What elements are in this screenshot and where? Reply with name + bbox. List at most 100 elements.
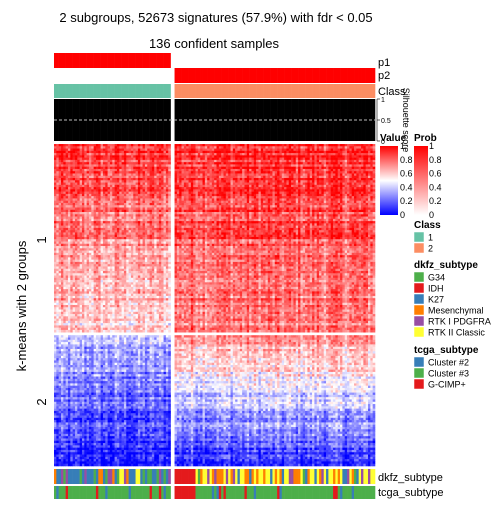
heatmap-cell (133, 183, 136, 186)
heatmap-cell (291, 196, 294, 199)
heatmap-cell (77, 196, 80, 199)
heatmap-cell (312, 214, 315, 217)
class-cell (349, 84, 352, 98)
heatmap-cell (203, 173, 206, 176)
heatmap-cell (279, 203, 282, 206)
heatmap-cell (352, 158, 355, 161)
heatmap-cell (147, 203, 150, 206)
heatmap-cell (117, 194, 120, 197)
heatmap-cell (184, 183, 187, 186)
heatmap-cell (286, 189, 289, 192)
heatmap-cell (230, 176, 233, 179)
heatmap-cell (152, 169, 155, 172)
heatmap-cell (338, 203, 341, 206)
heatmap-cell (223, 198, 226, 201)
heatmap-cell (184, 189, 187, 192)
heatmap-cell (200, 180, 203, 183)
heatmap-cell (105, 210, 108, 213)
heatmap-cell (349, 146, 352, 149)
heatmap-cell (286, 167, 289, 170)
p1-cell (338, 53, 341, 68)
heatmap-cell (219, 173, 222, 176)
heatmap-cell (235, 144, 238, 147)
heatmap-cell (138, 180, 141, 183)
heatmap-cell (340, 167, 343, 170)
heatmap-cell (140, 192, 143, 195)
p1-cell (289, 53, 292, 68)
heatmap-cell (307, 207, 310, 210)
heatmap-cell (91, 196, 94, 199)
heatmap-cell (159, 198, 162, 201)
heatmap-cell (110, 160, 113, 163)
heatmap-cell (94, 164, 97, 167)
heatmap-cell (307, 162, 310, 165)
heatmap-cell (226, 160, 229, 163)
heatmap-cell (319, 185, 322, 188)
heatmap-cell (223, 178, 226, 181)
heatmap-cell (210, 214, 213, 217)
heatmap-cell (159, 210, 162, 213)
silhouette-tick-label: 1 (381, 97, 385, 104)
heatmap-cell (101, 187, 104, 190)
heatmap-cell (56, 169, 59, 172)
p1-cell (240, 53, 243, 68)
heatmap-cell (263, 205, 266, 208)
heatmap-cell (56, 189, 59, 192)
heatmap-cell (258, 180, 261, 183)
heatmap-cell (335, 212, 338, 215)
p1-cell (335, 53, 338, 68)
heatmap-cell (140, 169, 143, 172)
heatmap-cell (98, 210, 101, 213)
heatmap-cell (217, 214, 220, 217)
heatmap-cell (258, 169, 261, 172)
heatmap-cell (286, 173, 289, 176)
heatmap-cell (217, 151, 220, 154)
heatmap-cell (126, 169, 129, 172)
heatmap-cell (122, 196, 125, 199)
heatmap-cell (164, 178, 167, 181)
heatmap-cell (303, 151, 306, 154)
heatmap-cell (207, 176, 210, 179)
heatmap-cell (214, 180, 217, 183)
heatmap-cell (363, 158, 366, 161)
heatmap-cell (291, 176, 294, 179)
heatmap-cell (370, 194, 373, 197)
heatmap-cell (331, 149, 334, 152)
heatmap-cell (286, 212, 289, 215)
heatmap-cell (80, 214, 83, 217)
p1-cell (370, 53, 373, 68)
heatmap-cell (342, 146, 345, 149)
heatmap-cell (166, 189, 169, 192)
heatmap-cell (175, 187, 178, 190)
heatmap-cell (300, 144, 303, 147)
heatmap-cell (228, 144, 231, 147)
heatmap-cell (249, 207, 252, 210)
heatmap-cell (354, 178, 357, 181)
heatmap-cell (226, 185, 229, 188)
heatmap-cell (305, 155, 308, 158)
heatmap-cell (198, 198, 201, 201)
heatmap-cell (300, 189, 303, 192)
heatmap-cell (179, 149, 182, 152)
heatmap-cell (94, 173, 97, 176)
heatmap-cell (235, 198, 238, 201)
heatmap-cell (284, 214, 287, 217)
class-cell (164, 84, 167, 98)
class-cell (63, 84, 66, 98)
heatmap-cell (129, 196, 132, 199)
heatmap-cell (361, 155, 364, 158)
heatmap-cell (217, 164, 220, 167)
heatmap-cell (136, 207, 139, 210)
heatmap-cell (198, 203, 201, 206)
heatmap-cell (140, 187, 143, 190)
heatmap-cell (133, 217, 136, 220)
heatmap-cell (331, 144, 334, 147)
heatmap-cell (359, 187, 362, 190)
heatmap-cell (138, 210, 141, 213)
heatmap-cell (307, 192, 310, 195)
heatmap-cell (96, 146, 99, 149)
p2-cell (101, 68, 104, 83)
heatmap-cell (345, 192, 348, 195)
heatmap-cell (354, 207, 357, 210)
heatmap-cell (66, 214, 69, 217)
